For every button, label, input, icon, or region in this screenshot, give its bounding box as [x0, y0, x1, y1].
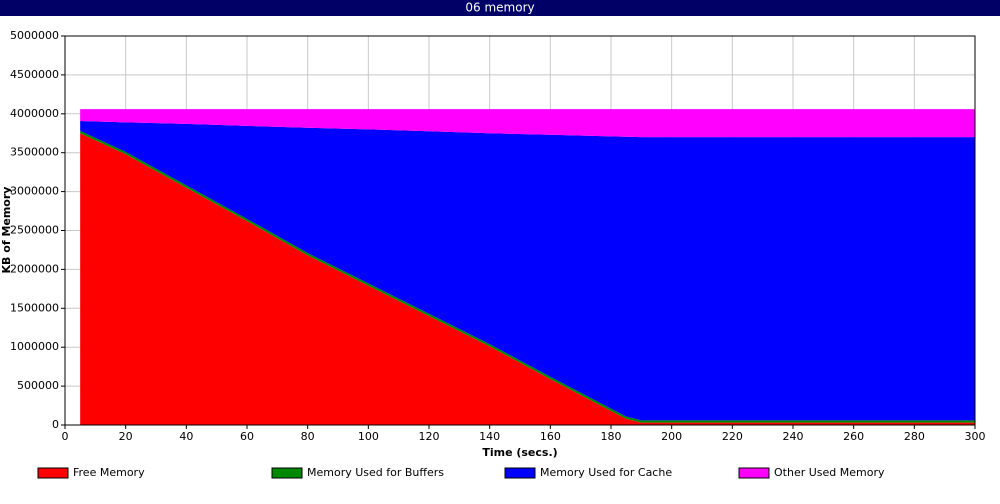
- x-tick-label: 60: [240, 430, 254, 443]
- y-tick-label: 3500000: [10, 146, 59, 159]
- x-tick-label: 300: [965, 430, 986, 443]
- x-tick-label: 120: [419, 430, 440, 443]
- chart-title: 06 memory: [465, 1, 534, 15]
- x-tick-label: 40: [179, 430, 193, 443]
- y-axis-label: KB of Memory: [0, 187, 13, 274]
- y-tick-label: 500000: [17, 379, 59, 392]
- y-tick-label: 0: [52, 418, 59, 431]
- plot-border: [64, 35, 976, 426]
- legend-label: Memory Used for Buffers: [307, 466, 444, 479]
- x-axis-label: Time (secs.): [482, 446, 557, 459]
- legend-swatch: [271, 467, 303, 479]
- x-tick-label: 160: [540, 430, 561, 443]
- y-tick-label: 1500000: [10, 301, 59, 314]
- x-tick-label: 180: [601, 430, 622, 443]
- legend-label: Other Used Memory: [774, 466, 885, 479]
- y-tick-label: 4000000: [10, 107, 59, 120]
- x-tick-label: 140: [479, 430, 500, 443]
- x-tick-label: 100: [358, 430, 379, 443]
- area: [80, 133, 975, 425]
- area: [80, 109, 975, 138]
- title-bar: [0, 0, 1000, 16]
- x-tick-label: 20: [119, 430, 133, 443]
- legend-label: Free Memory: [73, 466, 145, 479]
- legend-swatch: [37, 467, 69, 479]
- legend-label: Memory Used for Cache: [540, 466, 672, 479]
- y-tick-label: 3000000: [10, 185, 59, 198]
- x-tick-label: 200: [661, 430, 682, 443]
- x-tick-label: 0: [62, 430, 69, 443]
- x-tick-label: 240: [783, 430, 804, 443]
- x-tick-label: 280: [904, 430, 925, 443]
- x-tick-label: 220: [722, 430, 743, 443]
- y-tick-label: 2000000: [10, 262, 59, 275]
- legend-swatch: [738, 467, 770, 479]
- legend-swatch: [504, 467, 536, 479]
- area: [80, 121, 975, 421]
- x-tick-label: 80: [301, 430, 315, 443]
- y-tick-label: 5000000: [10, 29, 59, 42]
- y-tick-label: 1000000: [10, 340, 59, 353]
- x-tick-label: 260: [843, 430, 864, 443]
- y-tick-label: 2500000: [10, 224, 59, 237]
- y-tick-label: 4500000: [10, 68, 59, 81]
